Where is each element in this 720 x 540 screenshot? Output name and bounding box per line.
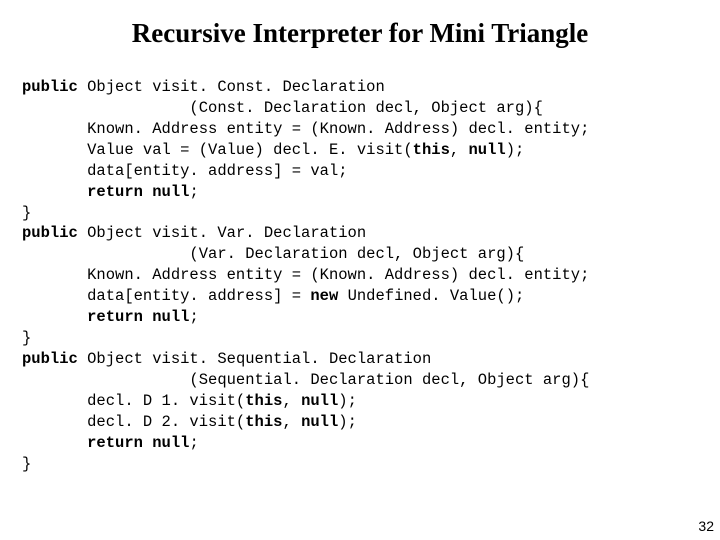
code-text: ; xyxy=(189,434,198,452)
code-text: } xyxy=(22,329,31,347)
code-text: decl. D 1. visit( xyxy=(22,392,245,410)
code-text: } xyxy=(22,204,31,222)
page-number: 32 xyxy=(698,518,714,534)
code-text xyxy=(22,434,87,452)
code-text: Object visit. Const. Declaration xyxy=(78,78,385,96)
code-text: Value val = (Value) decl. E. visit( xyxy=(22,141,413,159)
kw-public: public xyxy=(22,224,78,242)
code-text: ); xyxy=(338,392,357,410)
kw-null: null xyxy=(469,141,506,159)
code-block: public Object visit. Const. Declaration … xyxy=(0,77,720,475)
code-text: decl. D 2. visit( xyxy=(22,413,245,431)
code-text: ); xyxy=(338,413,357,431)
code-text: , xyxy=(450,141,469,159)
code-text: Undefined. Value(); xyxy=(338,287,524,305)
code-text: (Sequential. Declaration decl, Object ar… xyxy=(22,371,589,389)
kw-new: new xyxy=(310,287,338,305)
code-text: } xyxy=(22,455,31,473)
kw-public: public xyxy=(22,78,78,96)
code-text: data[entity. address] = val; xyxy=(22,162,348,180)
code-text: Object visit. Sequential. Declaration xyxy=(78,350,431,368)
code-text: , xyxy=(282,392,301,410)
kw-return-null: return null xyxy=(87,183,189,201)
code-text xyxy=(22,183,87,201)
kw-return-null: return null xyxy=(87,308,189,326)
kw-this: this xyxy=(245,413,282,431)
kw-this: this xyxy=(413,141,450,159)
code-text: ; xyxy=(189,183,198,201)
kw-null: null xyxy=(301,413,338,431)
code-text: (Var. Declaration decl, Object arg){ xyxy=(22,245,524,263)
kw-null: null xyxy=(301,392,338,410)
code-text: , xyxy=(282,413,301,431)
code-text: Known. Address entity = (Known. Address)… xyxy=(22,266,589,284)
slide-title: Recursive Interpreter for Mini Triangle xyxy=(0,0,720,77)
kw-return-null: return null xyxy=(87,434,189,452)
code-text: ); xyxy=(506,141,525,159)
code-text: data[entity. address] = xyxy=(22,287,310,305)
kw-this: this xyxy=(245,392,282,410)
code-text: Known. Address entity = (Known. Address)… xyxy=(22,120,589,138)
kw-public: public xyxy=(22,350,78,368)
code-text: (Const. Declaration decl, Object arg){ xyxy=(22,99,543,117)
code-text: Object visit. Var. Declaration xyxy=(78,224,366,242)
code-text: ; xyxy=(189,308,198,326)
code-text xyxy=(22,308,87,326)
